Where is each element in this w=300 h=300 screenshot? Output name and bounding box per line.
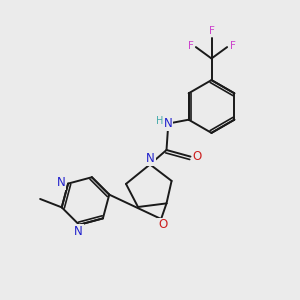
Text: N: N [146,152,155,165]
Text: O: O [158,218,167,232]
Text: F: F [230,41,236,52]
Text: F: F [188,41,194,52]
Text: N: N [164,117,172,130]
Text: F: F [208,26,214,37]
Text: H: H [156,116,163,126]
Text: O: O [193,149,202,163]
Text: N: N [56,176,65,189]
Text: N: N [74,225,83,238]
